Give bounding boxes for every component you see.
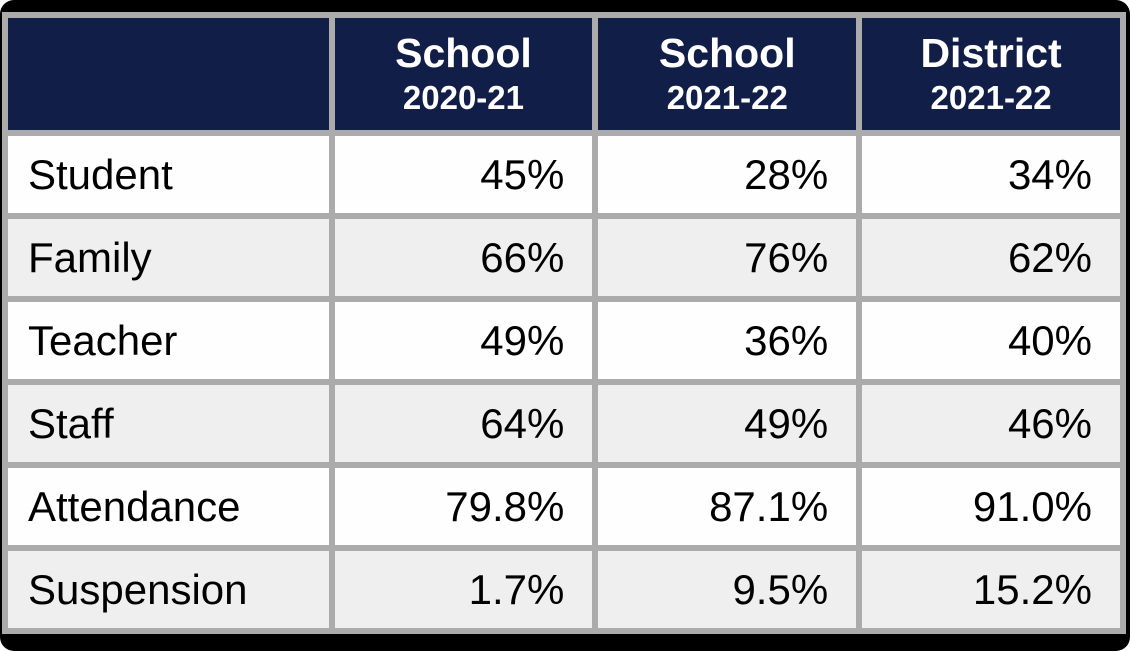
cell-value: 91.0% (862, 468, 1120, 545)
table-row-family: Family 66% 76% 62% (8, 219, 1120, 296)
cell-value: 36% (598, 302, 857, 379)
cell-value: 79.8% (334, 468, 593, 545)
cell-value: 66% (334, 219, 593, 296)
table-row-attendance: Attendance 79.8% 87.1% 91.0% (8, 468, 1120, 545)
header-title: District (920, 29, 1062, 76)
header-title: School (658, 29, 796, 76)
cell-value: 40% (862, 302, 1120, 379)
row-label: Teacher (8, 302, 329, 379)
school-climate-survey-table: School 2020-21 School 2021-22 District 2… (2, 12, 1126, 634)
cell-value: 49% (598, 385, 857, 462)
header-subtitle: 2020-21 (402, 79, 524, 117)
cell-value: 28% (598, 136, 857, 213)
cell-value: 49% (334, 302, 593, 379)
header-row: School 2020-21 School 2021-22 District 2… (8, 18, 1120, 130)
cell-value: 15.2% (862, 551, 1120, 628)
header-subtitle: 2021-22 (930, 79, 1052, 117)
cell-value: 9.5% (598, 551, 857, 628)
row-label: Student (8, 136, 329, 213)
cell-value: 64% (334, 385, 593, 462)
table-body: Student 45% 28% 34% Family 66% 76% 62% T… (8, 136, 1120, 628)
cell-value: 1.7% (334, 551, 593, 628)
header-school-2021-22: School 2021-22 (598, 18, 857, 130)
header-corner-cell (8, 18, 329, 130)
cell-value: 46% (862, 385, 1120, 462)
row-label: Family (8, 219, 329, 296)
header-district-2021-22: District 2021-22 (862, 18, 1120, 130)
header-school-2020-21: School 2020-21 (334, 18, 593, 130)
header-title: School (395, 29, 532, 76)
cell-value: 76% (598, 219, 857, 296)
row-label: Staff (8, 385, 329, 462)
table-row-staff: Staff 64% 49% 46% (8, 385, 1120, 462)
cell-value: 34% (862, 136, 1120, 213)
table-row-student: Student 45% 28% 34% (8, 136, 1120, 213)
table-row-suspension: Suspension 1.7% 9.5% 15.2% (8, 551, 1120, 628)
row-label: Attendance (8, 468, 329, 545)
table-row-teacher: Teacher 49% 36% 40% (8, 302, 1120, 379)
cell-value: 87.1% (598, 468, 857, 545)
cell-value: 45% (334, 136, 593, 213)
row-label: Suspension (8, 551, 329, 628)
table-header: School 2020-21 School 2021-22 District 2… (8, 18, 1120, 130)
header-subtitle: 2021-22 (666, 79, 788, 117)
cell-value: 62% (862, 219, 1120, 296)
